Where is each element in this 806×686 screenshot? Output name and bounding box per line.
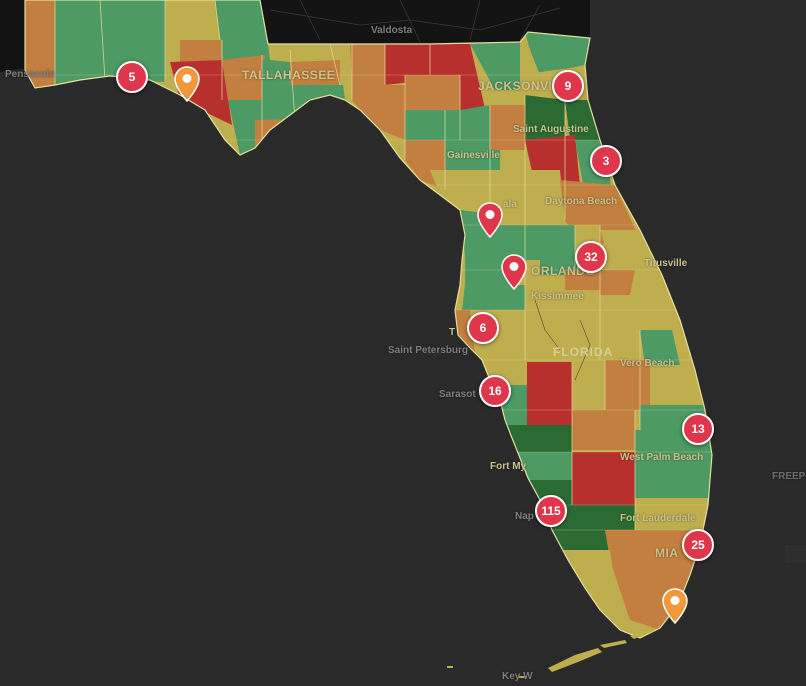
bahamas-land: [785, 545, 806, 563]
county-gadsden: [268, 44, 330, 62]
cluster-count: 6: [479, 321, 487, 335]
cluster-marker-panhandle-west[interactable]: 5: [116, 61, 148, 93]
city-label-west-palm-beach: West Palm Beach: [620, 452, 704, 463]
cluster-marker-jacksonville[interactable]: 9: [552, 70, 584, 102]
county-monroe-mainland: [560, 550, 620, 620]
county-hernando: [465, 255, 510, 285]
county-broward: [635, 498, 712, 530]
city-label-ocala: ala: [503, 199, 517, 210]
county-jackson: [222, 40, 270, 60]
county-glades: [572, 410, 635, 450]
state-label: FLORIDA: [553, 345, 614, 359]
cluster-count: 5: [128, 70, 136, 84]
florida-outline: [24, 0, 713, 639]
florida-keys: [447, 628, 654, 678]
county-brevard: [600, 230, 672, 330]
county-clay: [525, 95, 565, 140]
county-okeechobee: [605, 360, 650, 410]
city-label-valdosta: Valdosta: [371, 25, 413, 36]
city-label-fort-lauderdale: Fort Lauderdale: [620, 513, 696, 524]
county-st-lucie: [650, 365, 700, 405]
cluster-marker-tampa[interactable]: 6: [467, 312, 499, 344]
county-hendry: [572, 452, 635, 505]
city-label-gainesville: Gainesville: [447, 150, 500, 161]
county-hamilton: [385, 44, 430, 85]
county-okaloosa: [100, 0, 165, 82]
county-charlotte: [505, 425, 572, 452]
cluster-marker-daytona[interactable]: 3: [590, 145, 622, 177]
county-santa-rosa: [55, 0, 105, 90]
map-pin-icon-homestead[interactable]: [662, 588, 688, 624]
county-pasco: [462, 285, 525, 310]
map-pin-icon-panama-city[interactable]: [174, 66, 200, 102]
county-sumter: [500, 225, 540, 260]
city-label-freeport: FREEP: [772, 471, 806, 482]
city-label-saint-petersburg: Saint Petersburg: [388, 345, 469, 356]
city-label-pensacola: Pensacola: [5, 69, 55, 80]
county-nassau: [525, 32, 590, 75]
city-label-naples: Nap: [515, 511, 534, 522]
city-label-miami: MIA: [655, 546, 679, 560]
county-palm-beach: [635, 430, 712, 498]
city-label-vero-beach: Vero Beach: [620, 358, 675, 369]
cluster-count: 115: [541, 504, 561, 518]
city-label-fort-myers: Fort My: [490, 461, 527, 472]
city-label-daytona-beach: Daytona Beach: [545, 196, 618, 207]
county-lafayette: [405, 110, 445, 140]
county-holmes: [215, 0, 268, 44]
county-alachua: [445, 125, 500, 170]
county-madison: [350, 44, 385, 85]
county-escambia: [25, 0, 55, 90]
county-liberty: [262, 50, 295, 120]
county-highlands: [572, 362, 605, 410]
map-pin-icon-lake-county[interactable]: [501, 254, 527, 290]
county-walton: [165, 0, 220, 82]
cluster-count: 9: [564, 79, 572, 93]
water-roads: [534, 299, 591, 381]
county-washington: [180, 40, 222, 62]
cluster-count: 16: [488, 384, 502, 398]
county-bradford: [490, 105, 525, 150]
county-desoto: [527, 393, 572, 425]
cluster-count: 13: [691, 422, 705, 436]
county-calhoun: [222, 55, 265, 100]
county-indian-river: [640, 330, 680, 365]
county-polk: [525, 290, 600, 360]
city-label-tampa: T: [449, 327, 456, 338]
georgia-land: [0, 0, 590, 70]
county-jefferson: [330, 44, 352, 100]
cluster-marker-sarasota[interactable]: 16: [479, 375, 511, 407]
cluster-count: 25: [691, 538, 705, 552]
county-suwannee: [405, 75, 460, 110]
cluster-marker-palm-beach[interactable]: 13: [682, 413, 714, 445]
county-baker: [470, 42, 520, 90]
cluster-marker-orlando[interactable]: 32: [575, 241, 607, 273]
city-label-titusville: Titusville: [644, 258, 688, 269]
county-taylor: [352, 85, 405, 140]
county-hardee: [527, 362, 572, 393]
county-leon: [290, 60, 340, 85]
county-gulf: [228, 100, 262, 155]
city-label-saint-augustine: Saint Augustine: [513, 124, 589, 135]
county-lee: [512, 452, 572, 480]
county-marion: [490, 170, 565, 225]
cluster-count: 32: [584, 250, 598, 264]
georgia-land-west: [0, 0, 28, 72]
city-label-kissimmee: Kissimmee: [531, 291, 584, 302]
city-label-tallahassee: TALLAHASSEE: [242, 68, 336, 82]
city-label-jacksonville: JACKSONVILL: [478, 79, 569, 93]
cluster-count: 3: [602, 154, 610, 168]
city-label-key-west: Key W: [502, 671, 533, 682]
map-pin-icon-ocala-area[interactable]: [477, 202, 503, 238]
city-label-sarasota: Sarasot: [439, 389, 476, 400]
cluster-marker-miami[interactable]: 25: [682, 529, 714, 561]
georgia-roads: [269, 0, 561, 43]
cluster-marker-naples[interactable]: 115: [535, 495, 567, 527]
